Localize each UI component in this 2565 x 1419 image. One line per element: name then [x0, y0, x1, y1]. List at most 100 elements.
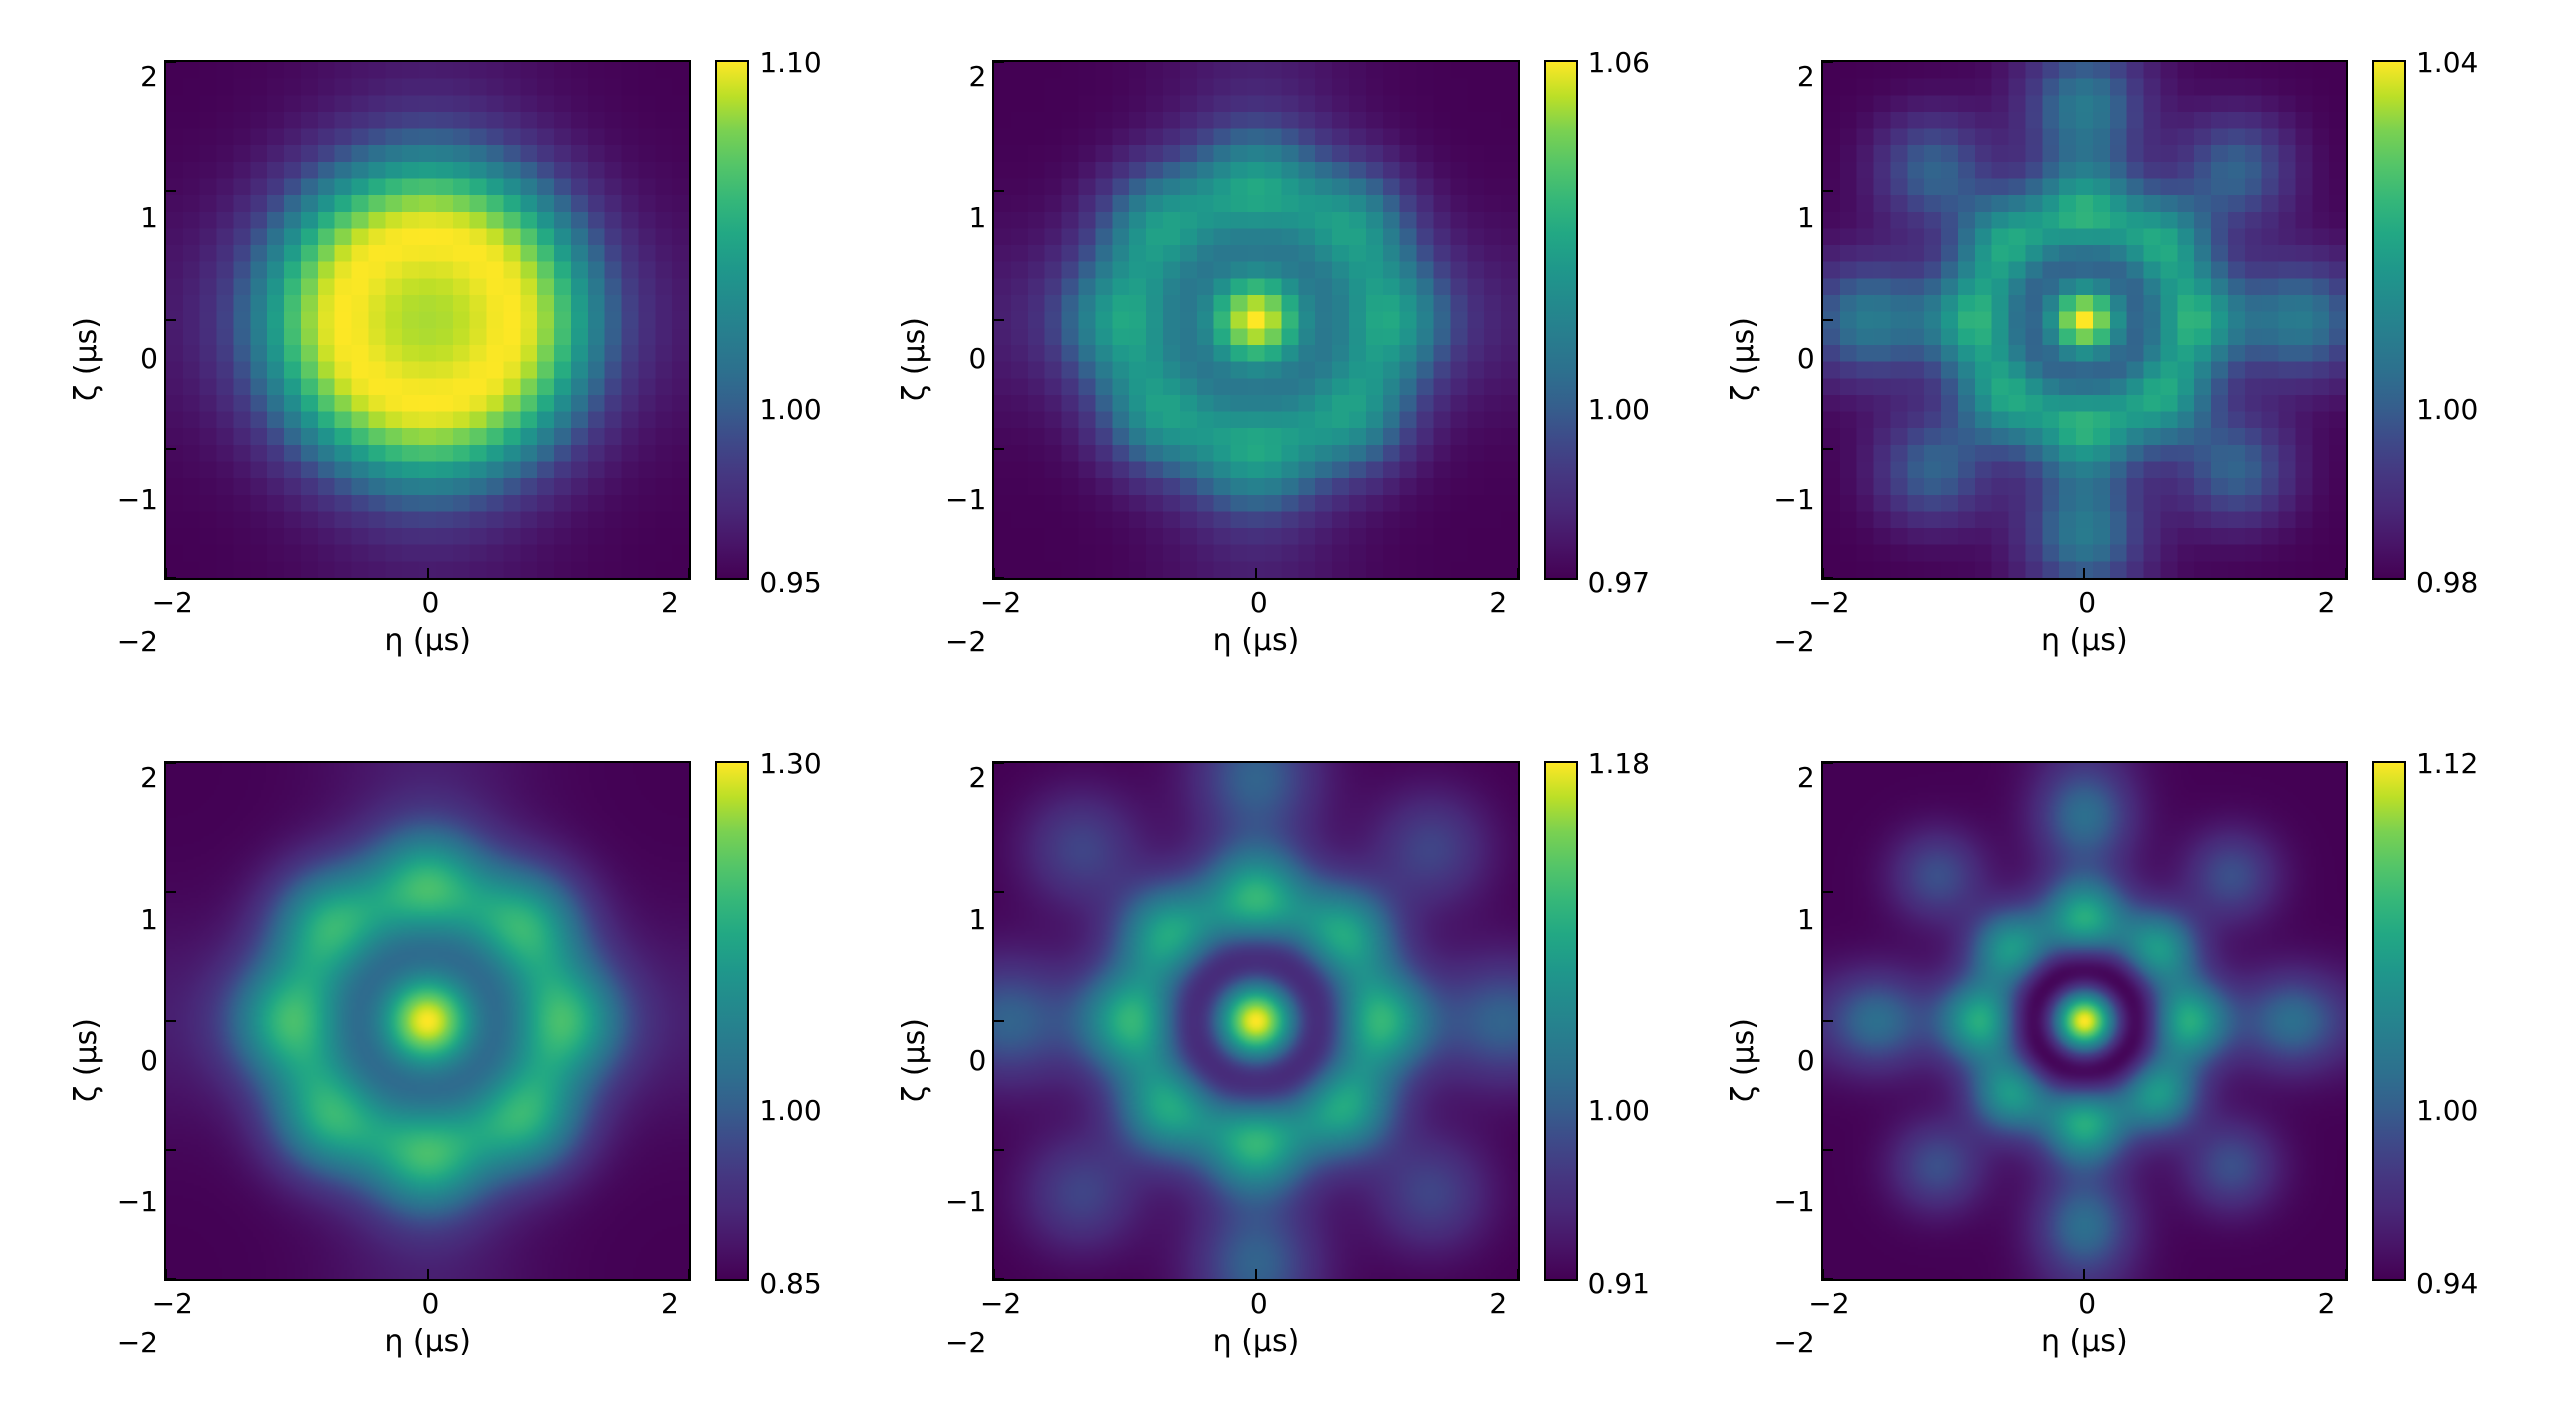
- y-axis-area: ζ (µs)210−1−2: [897, 60, 992, 658]
- colorbar-tick: 0.85: [759, 1267, 821, 1300]
- colorbar-tick: 0.98: [2416, 566, 2478, 599]
- colorbar-tick-labels: 1.301.000.85: [749, 761, 829, 1359]
- heatmap-panel-r0-c2: ζ (µs)210−1−2−202η (µs)1.041.000.98: [1726, 60, 2496, 658]
- colorbar-tick: 0.91: [1588, 1267, 1650, 1300]
- y-tick: −2: [1769, 1326, 1815, 1359]
- tick-mark: [165, 1269, 167, 1279]
- x-tick: 2: [2318, 1287, 2336, 1320]
- y-tick: 2: [940, 60, 986, 93]
- panel-row-0: ζ (µs)210−1−2−202η (µs)1.101.000.95ζ (µs…: [40, 60, 2525, 658]
- heatmap-canvas: [994, 763, 1517, 1279]
- x-tick: 2: [661, 586, 679, 619]
- y-axis-area: ζ (µs)210−1−2: [69, 60, 164, 658]
- tick-mark: [166, 1278, 176, 1280]
- y-tick-labels: 210−1−2: [112, 761, 164, 1359]
- y-tick: −1: [1769, 483, 1815, 516]
- y-tick: 0: [1769, 342, 1815, 375]
- colorbar-tick: 0.94: [2416, 1267, 2478, 1300]
- plot-area: [164, 761, 691, 1281]
- tick-mark: [994, 891, 1004, 893]
- plot-area: [164, 60, 691, 580]
- plot-area: [992, 60, 1519, 580]
- colorbar-tick: 1.04: [2416, 46, 2478, 79]
- tick-mark: [994, 762, 1004, 764]
- y-tick: 2: [112, 761, 158, 794]
- y-tick: 1: [112, 903, 158, 936]
- x-tick: 2: [1489, 586, 1507, 619]
- y-tick: −2: [1769, 625, 1815, 658]
- y-axis-area: ζ (µs)210−1−2: [1726, 60, 1821, 658]
- x-tick: 2: [2318, 586, 2336, 619]
- colorbar-tick: 0.95: [759, 566, 821, 599]
- tick-mark: [1823, 762, 1833, 764]
- y-tick-labels: 210−1−2: [940, 60, 992, 658]
- y-axis-area: ζ (µs)210−1−2: [1726, 761, 1821, 1359]
- tick-mark: [994, 448, 1004, 450]
- heatmap-panel-r1-c1: ζ (µs)210−1−2−202η (µs)1.181.000.91: [897, 761, 1667, 1359]
- tick-mark: [427, 1269, 429, 1279]
- tick-mark: [166, 577, 176, 579]
- x-tick-labels: −202: [992, 580, 1519, 619]
- y-tick: 2: [112, 60, 158, 93]
- y-tick-labels: 210−1−2: [1769, 60, 1821, 658]
- colorbar: [2372, 761, 2406, 1281]
- tick-mark: [1823, 891, 1833, 893]
- tick-mark: [688, 1269, 690, 1279]
- tick-mark: [1823, 577, 1833, 579]
- colorbar-tick: 1.06: [1588, 46, 1650, 79]
- tick-mark: [994, 1020, 1004, 1022]
- tick-mark: [2083, 1269, 2085, 1279]
- y-tick: 0: [112, 1044, 158, 1077]
- tick-mark: [2345, 1269, 2347, 1279]
- tick-mark: [166, 61, 176, 63]
- colorbar-area: 1.101.000.95: [715, 60, 829, 658]
- y-axis-label: ζ (µs): [69, 1018, 104, 1102]
- tick-mark: [1822, 568, 1824, 578]
- colorbar-area: 1.041.000.98: [2372, 60, 2486, 658]
- tick-mark: [165, 568, 167, 578]
- colorbar-tick: 1.10: [759, 46, 821, 79]
- colorbar-tick: 1.00: [1588, 393, 1650, 426]
- tick-mark: [166, 1020, 176, 1022]
- colorbar-tick: 1.12: [2416, 747, 2478, 780]
- heatmap-panel-r1-c0: ζ (µs)210−1−2−202η (µs)1.301.000.85: [69, 761, 839, 1359]
- tick-mark: [1517, 1269, 1519, 1279]
- heatmap-panel-r1-c2: ζ (µs)210−1−2−202η (µs)1.121.000.94: [1726, 761, 2496, 1359]
- tick-mark: [166, 891, 176, 893]
- x-tick: 2: [661, 1287, 679, 1320]
- tick-mark: [166, 762, 176, 764]
- tick-mark: [2345, 568, 2347, 578]
- x-axis-label: η (µs): [992, 1324, 1519, 1359]
- colorbar-tick: 0.97: [1588, 566, 1650, 599]
- tick-mark: [994, 61, 1004, 63]
- colorbar-tick: 1.30: [759, 747, 821, 780]
- plot-area: [1821, 761, 2348, 1281]
- colorbar-tick-labels: 1.121.000.94: [2406, 761, 2486, 1359]
- x-tick: 0: [422, 1287, 440, 1320]
- colorbar-tick: 1.00: [759, 393, 821, 426]
- colorbar-tick-labels: 1.101.000.95: [749, 60, 829, 658]
- y-axis-label: ζ (µs): [69, 317, 104, 401]
- tick-mark: [994, 577, 1004, 579]
- x-axis-label: η (µs): [1821, 623, 2348, 658]
- x-tick-labels: −202: [1821, 580, 2348, 619]
- tick-mark: [1823, 319, 1833, 321]
- x-tick: −2: [1808, 586, 1849, 619]
- y-tick: 0: [1769, 1044, 1815, 1077]
- y-tick: 1: [940, 201, 986, 234]
- figure-grid: ζ (µs)210−1−2−202η (µs)1.101.000.95ζ (µs…: [0, 0, 2565, 1419]
- tick-mark: [2083, 568, 2085, 578]
- y-tick: −1: [112, 483, 158, 516]
- colorbar: [715, 60, 749, 580]
- tick-mark: [994, 190, 1004, 192]
- y-tick: −1: [112, 1185, 158, 1218]
- colorbar: [1544, 761, 1578, 1281]
- x-tick-labels: −202: [1821, 1281, 2348, 1320]
- x-tick: −2: [980, 1287, 1021, 1320]
- y-axis-label: ζ (µs): [897, 317, 932, 401]
- x-tick: −2: [152, 586, 193, 619]
- tick-mark: [1823, 61, 1833, 63]
- y-axis-area: ζ (µs)210−1−2: [69, 761, 164, 1359]
- tick-mark: [994, 1278, 1004, 1280]
- colorbar-tick: 1.18: [1588, 747, 1650, 780]
